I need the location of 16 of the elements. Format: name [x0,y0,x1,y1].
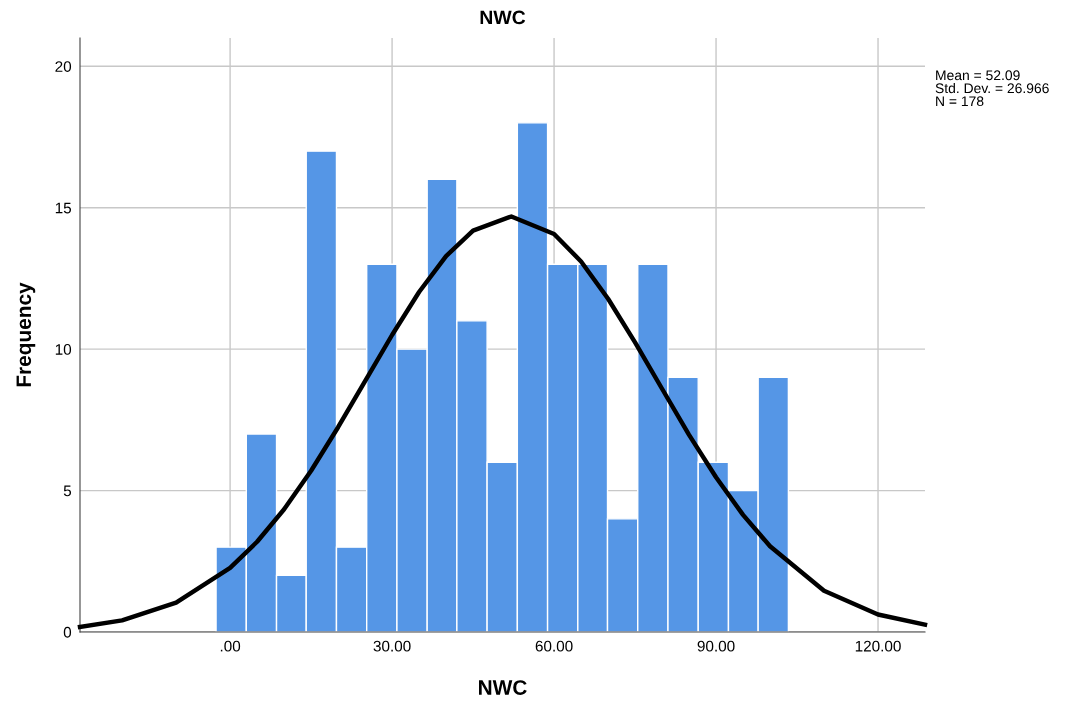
y-tick-label: 10 [55,344,72,355]
x-tick-label: .00 [220,640,241,652]
y-tick-label: 20 [55,61,72,72]
x-tick-label: 120.00 [855,640,901,652]
text: N = 178 [936,96,984,107]
x-tick-label: 30.00 [373,640,411,652]
x-tick-label: 60.00 [535,640,573,652]
x-axis-title: NWC [479,680,527,695]
chart-title: NWC [480,10,526,25]
y-axis-title: Frequency [16,282,36,387]
text: Mean = 52.09 [936,70,1020,81]
y-tick-label: 0 [63,626,72,638]
y-tick-label: 15 [55,202,72,214]
text: Std. Dev. = 26.966 [935,82,1049,94]
y-tick-label: 5 [63,485,72,497]
x-tick-label: 90.00 [697,640,735,652]
